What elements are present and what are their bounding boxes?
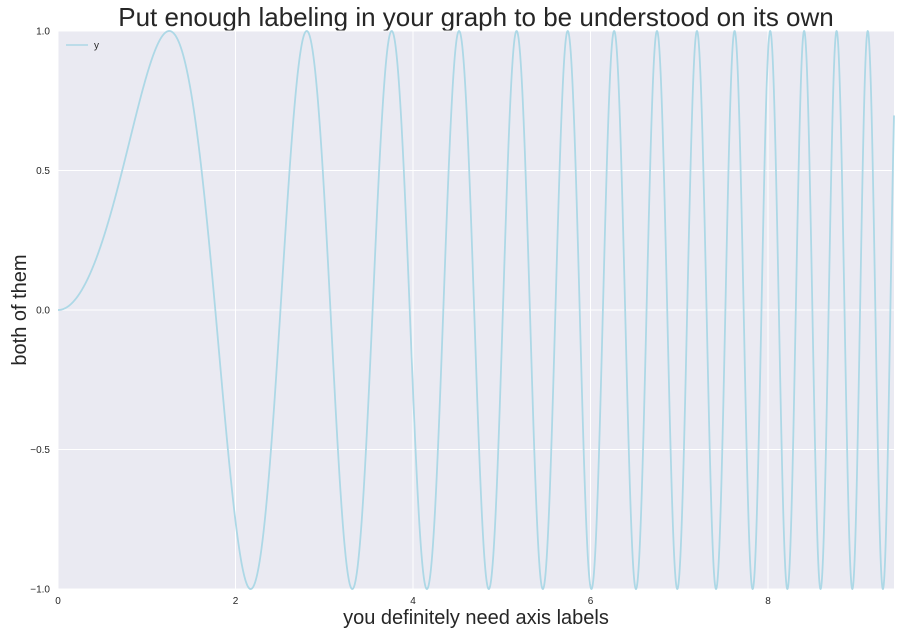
x-axis-label: you definitely need axis labels bbox=[343, 607, 609, 629]
y-tick-label: −1.0 bbox=[30, 585, 50, 596]
legend: y bbox=[66, 41, 99, 52]
legend-label-y: y bbox=[94, 41, 99, 52]
x-tick-label: 2 bbox=[233, 596, 239, 607]
x-tick-label: 6 bbox=[588, 596, 594, 607]
series-line-y bbox=[57, 30, 895, 590]
x-tick-label: 4 bbox=[410, 596, 416, 607]
x-tick-label: 0 bbox=[55, 596, 61, 607]
series-layer bbox=[57, 30, 895, 590]
x-tick-labels: 0 2 4 6 8 bbox=[55, 596, 771, 607]
y-tick-label: −0.5 bbox=[30, 445, 50, 456]
y-tick-label: 0.5 bbox=[36, 166, 50, 177]
y-tick-label: 0.0 bbox=[36, 306, 50, 317]
x-tick-label: 8 bbox=[765, 596, 771, 607]
y-tick-label: 1.0 bbox=[36, 27, 50, 38]
y-tick-labels: −1.0 −0.5 0.0 0.5 1.0 bbox=[30, 27, 50, 596]
chart-title: Put enough labeling in your graph to be … bbox=[118, 2, 834, 32]
grid-lines bbox=[57, 30, 894, 590]
